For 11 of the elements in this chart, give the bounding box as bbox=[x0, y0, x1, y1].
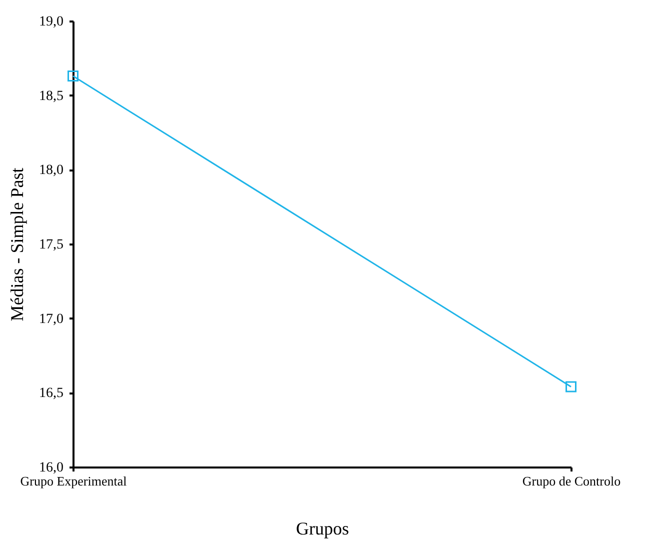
y-tick-label: 19,0 bbox=[39, 14, 64, 30]
y-tick-label: 16,5 bbox=[39, 386, 64, 402]
y-tick-label: 17,0 bbox=[39, 312, 64, 327]
y-axis-title: Médias - Simple Past bbox=[7, 168, 27, 322]
y-tick-label: 16,0 bbox=[39, 460, 64, 476]
y-tick-label: 18,0 bbox=[39, 163, 64, 178]
x-tick-label: Grupo de Controlo bbox=[522, 474, 621, 488]
y-tick-label: 17,5 bbox=[39, 238, 64, 252]
x-axis-title: Grupos bbox=[296, 518, 349, 538]
x-tick-label: Grupo Experimental bbox=[20, 474, 128, 488]
y-tick-label: 18,5 bbox=[39, 88, 64, 104]
